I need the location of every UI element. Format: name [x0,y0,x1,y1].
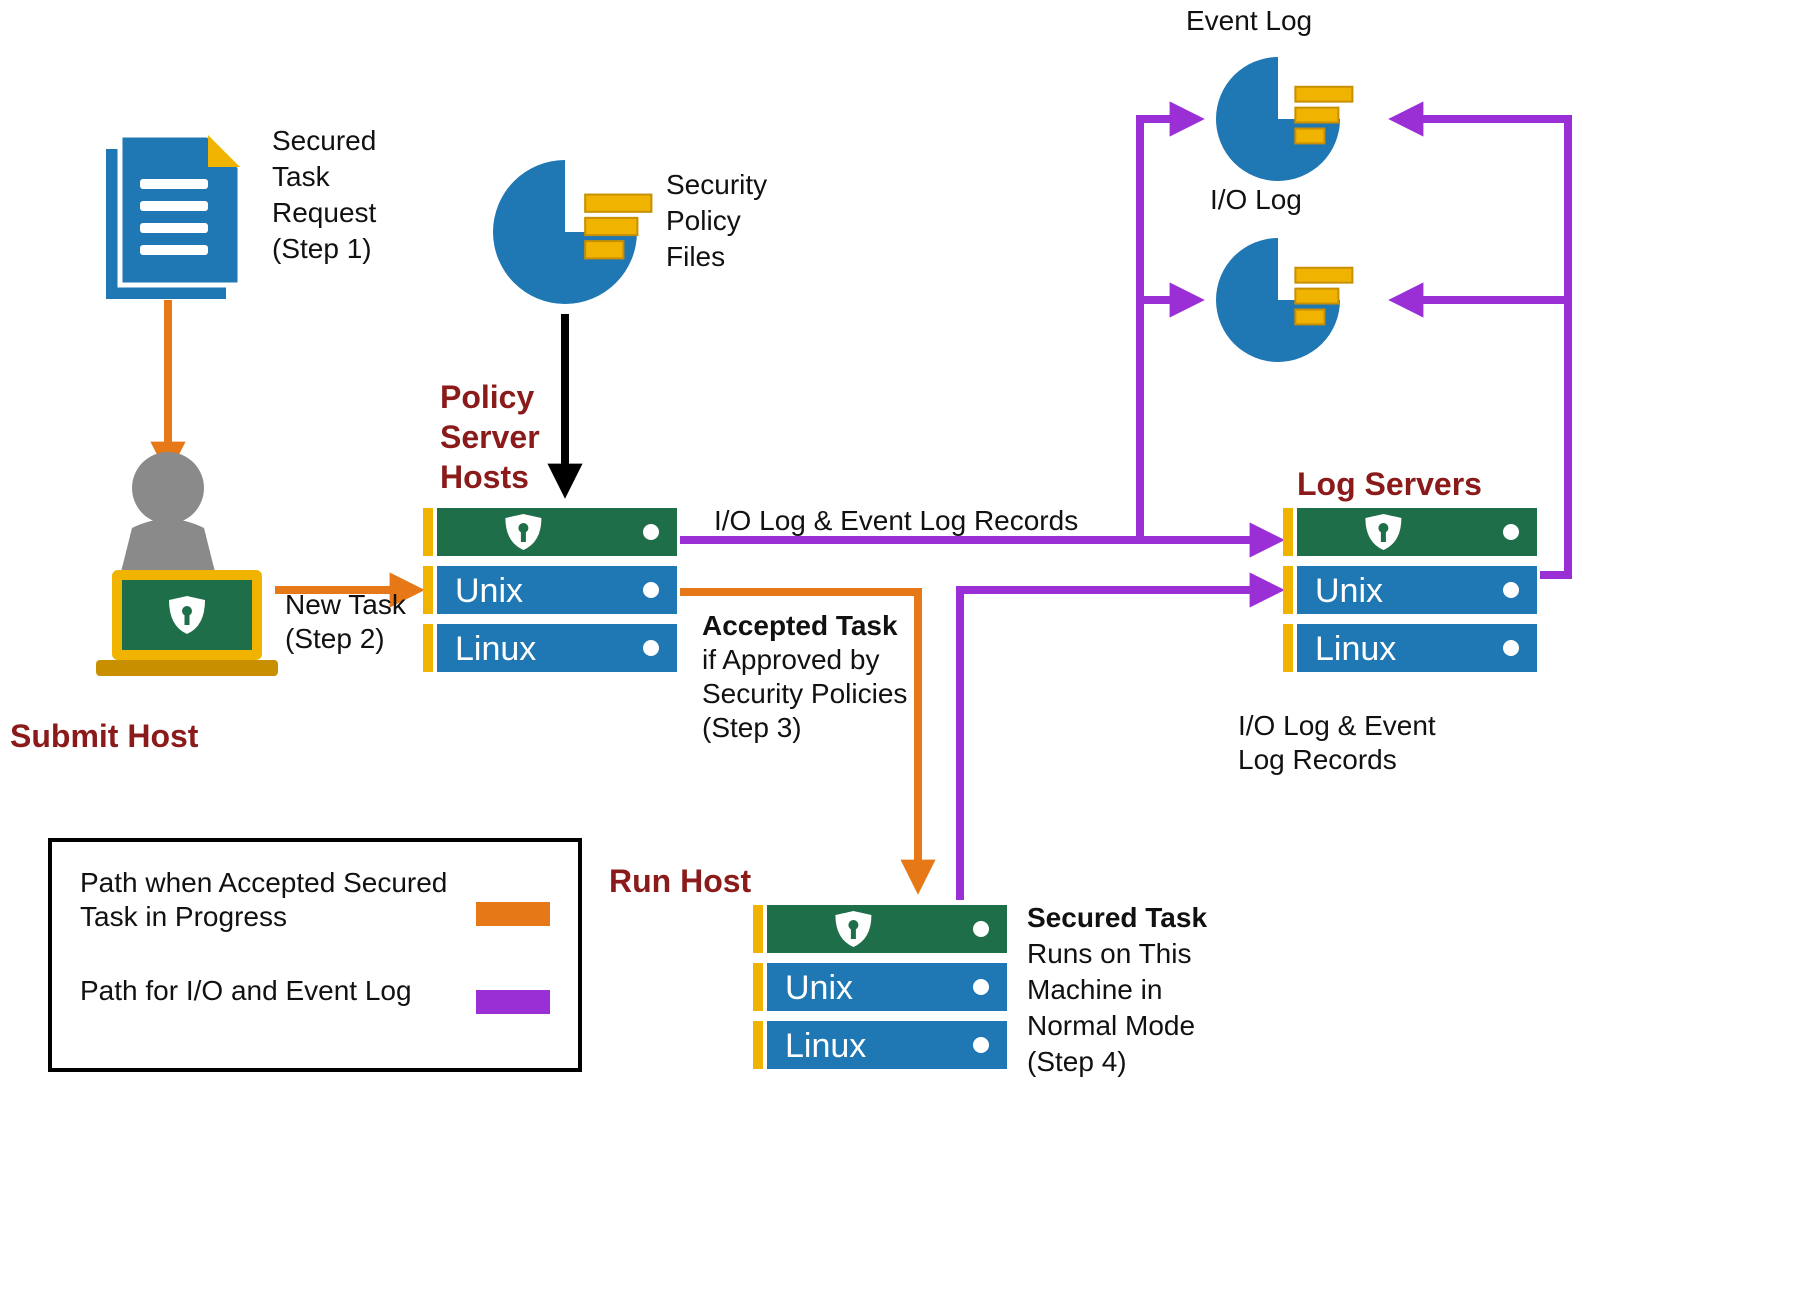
svg-text:New Task: New Task [285,589,407,620]
run-host-title: Run Host [609,863,752,899]
svg-text:Policy: Policy [666,205,741,236]
run-host-os-1: Linux [785,1027,866,1065]
svg-text:Normal Mode: Normal Mode [1027,1010,1195,1041]
svg-text:Server: Server [440,419,540,455]
legend-text-1-0: Path for I/O and Event Log [80,975,412,1006]
svg-text:Security Policies: Security Policies [702,678,907,709]
svg-text:Secured Task: Secured Task [1027,902,1207,933]
run-host-os-0: Unix [785,969,853,1007]
svg-text:I/O Log & Event Log Records: I/O Log & Event Log Records [714,505,1078,536]
svg-text:(Step 1): (Step 1) [272,233,372,264]
svg-text:Hosts: Hosts [440,459,529,495]
policy-server-hosts-os-1: Linux [455,630,536,668]
svg-text:(Step 3): (Step 3) [702,712,802,743]
policy-server-hosts-os-0: Unix [455,572,523,610]
edge-run-to-logs [960,590,1276,900]
svg-text:Accepted Task: Accepted Task [702,610,898,641]
event-log-label: Event Log [1186,5,1312,36]
legend-text-0-0: Path when Accepted Secured [80,867,447,898]
io-log-label: I/O Log [1210,184,1302,215]
svg-text:(Step 2): (Step 2) [285,623,385,654]
svg-text:Task: Task [272,161,331,192]
svg-text:if Approved by: if Approved by [702,644,879,675]
log-servers-os-0: Unix [1315,572,1383,610]
io-log-icon [1216,238,1352,362]
legend-swatch-0 [476,902,550,926]
legend-text-0-1: Task in Progress [80,901,287,932]
svg-text:Security: Security [666,169,767,200]
svg-text:I/O Log & Event: I/O Log & Event [1238,710,1436,741]
event-log-icon [1216,57,1352,181]
edge-logs-to-eventlog-right [1397,119,1568,575]
svg-text:Policy: Policy [440,379,534,415]
legend-swatch-1 [476,990,550,1014]
submit-host-title: Submit Host [10,718,199,754]
user-icon [96,452,278,676]
security-policy-files-icon [493,160,651,304]
log-servers-os-1: Linux [1315,630,1396,668]
svg-text:Request: Request [272,197,377,228]
svg-text:Runs on This: Runs on This [1027,938,1191,969]
svg-text:Log Records: Log Records [1238,744,1397,775]
edge-logs-to-eventlog-left [1140,119,1196,540]
log-servers-title: Log Servers [1297,466,1482,502]
document-icon [106,135,240,299]
svg-text:Files: Files [666,241,725,272]
svg-text:Secured: Secured [272,125,376,156]
svg-text:(Step 4): (Step 4) [1027,1046,1127,1077]
svg-text:Machine in: Machine in [1027,974,1162,1005]
